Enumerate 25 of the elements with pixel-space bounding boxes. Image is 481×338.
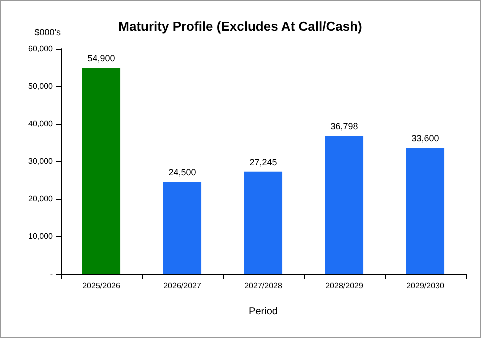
x-tick-label: 2028/2029 [326,282,364,290]
x-tick-label: 2029/2030 [406,282,445,290]
y-tick-label: 50,000 [28,82,54,91]
bar [244,172,283,274]
bar [163,182,202,274]
x-tick-label: 2025/2026 [82,282,121,290]
data-label: 54,900 [88,54,116,64]
y-tick-label: 60,000 [28,44,54,54]
bar [406,148,445,274]
y-tick-label: 30,000 [28,157,54,166]
bar [325,136,364,274]
y-tick-label: - [50,270,54,278]
data-label: 24,500 [168,168,196,178]
x-tick-label: 2026/2027 [164,282,202,290]
y-tick-label: 20,000 [28,194,54,204]
y-axis-title: $000's [34,28,62,38]
bar [82,68,121,274]
data-label: 27,245 [250,157,278,168]
x-axis-title: Period [249,306,278,318]
y-tick-label: 40,000 [28,120,54,128]
chart-title: Maturity Profile (Excludes At Call/Cash) [118,19,362,34]
y-tick-label: 10,000 [28,232,54,241]
data-label: 36,798 [330,122,358,132]
x-tick-label: 2027/2028 [244,282,283,290]
data-label: 33,600 [412,134,440,144]
